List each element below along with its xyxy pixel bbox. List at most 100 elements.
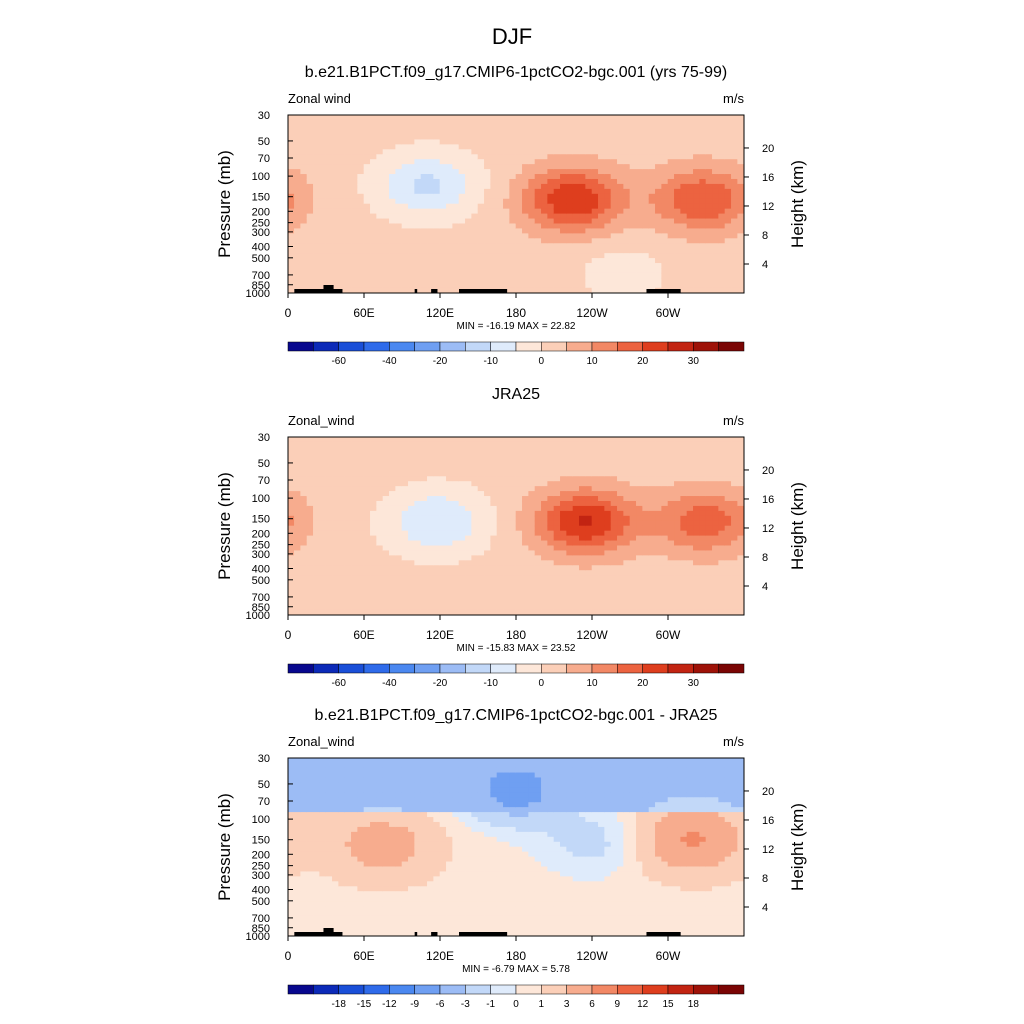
field-cell <box>528 203 536 210</box>
field-cell <box>370 496 377 502</box>
field-cell <box>629 263 637 269</box>
field-cell <box>376 124 384 131</box>
field-cell <box>598 263 605 269</box>
field-cell <box>617 263 624 269</box>
field-cell <box>686 203 694 210</box>
field-cell <box>370 183 377 190</box>
field-cell <box>553 570 561 576</box>
field-cell <box>617 476 624 482</box>
field-cell <box>522 520 529 527</box>
field-cell <box>585 575 593 581</box>
field-cell <box>370 550 377 556</box>
field-cell <box>655 594 662 601</box>
field-cell <box>363 535 371 542</box>
field-cell <box>572 164 580 170</box>
field-cell <box>439 530 447 537</box>
field-cell <box>351 169 358 175</box>
field-cell <box>528 139 536 145</box>
field-cell <box>465 183 472 190</box>
field-cell <box>465 253 472 259</box>
field-cell <box>585 505 593 512</box>
field-cell <box>585 287 593 293</box>
field-cell <box>376 437 384 443</box>
field-cell <box>629 496 637 502</box>
colorbar-swatch <box>541 341 567 352</box>
field-cell <box>579 139 586 145</box>
field-cell <box>452 525 460 532</box>
field-cell <box>610 248 618 254</box>
field-cell <box>376 203 384 210</box>
field-cell <box>579 486 586 492</box>
field-cell <box>446 124 453 131</box>
field-cell <box>288 183 295 190</box>
field-cell <box>465 565 472 571</box>
field-cell <box>623 491 631 497</box>
field-cell <box>294 188 301 195</box>
field-cell <box>427 461 434 467</box>
field-cell <box>642 565 650 571</box>
field-cell <box>642 129 650 136</box>
field-cell <box>465 525 472 532</box>
field-cell <box>617 119 624 126</box>
field-cell <box>598 471 605 477</box>
field-cell <box>731 159 738 165</box>
field-cell <box>313 589 320 596</box>
field-cell <box>363 149 371 155</box>
field-cell <box>319 570 327 576</box>
field-cell <box>648 589 656 596</box>
field-cell <box>610 213 618 220</box>
field-cell <box>629 565 637 571</box>
field-cell <box>560 178 567 185</box>
field-cell <box>522 198 529 205</box>
field-cell <box>446 267 453 274</box>
field-cell <box>294 550 301 556</box>
field-cell <box>693 248 700 254</box>
field-cell <box>655 530 662 537</box>
field-cell <box>509 599 517 606</box>
field-cell <box>674 441 681 448</box>
field-cell <box>452 228 460 234</box>
pressure-tick-label: 100 <box>252 171 270 183</box>
field-cell <box>572 481 580 487</box>
field-cell <box>547 589 555 596</box>
field-cell <box>617 609 624 615</box>
field-cell <box>288 500 295 507</box>
field-cell <box>731 282 738 289</box>
field-cell <box>680 277 688 284</box>
field-cell <box>648 188 656 195</box>
field-cell <box>458 461 466 467</box>
field-cell <box>648 218 656 225</box>
field-cell <box>642 481 650 487</box>
field-cell <box>427 575 434 581</box>
field-cell <box>667 233 675 239</box>
field-cell <box>452 575 460 581</box>
field-cell <box>401 119 409 126</box>
field-cell <box>338 496 346 502</box>
field-cell <box>452 159 460 165</box>
field-cell <box>370 169 377 175</box>
field-cell <box>693 496 700 502</box>
field-cell <box>294 476 301 482</box>
field-cell <box>458 169 466 175</box>
field-cell <box>724 287 732 293</box>
field-cell <box>338 248 346 254</box>
field-cell <box>344 174 352 180</box>
field-cell <box>401 520 409 527</box>
field-cell <box>503 169 510 175</box>
field-cell <box>300 258 308 264</box>
field-cell <box>667 456 675 463</box>
field-cell <box>408 238 415 244</box>
field-cell <box>363 282 371 289</box>
field-cell <box>382 496 390 502</box>
field-cell <box>382 124 390 131</box>
field-cell <box>617 243 624 249</box>
field-cell <box>610 243 618 249</box>
field-cell <box>376 248 384 254</box>
field-cell <box>731 258 738 264</box>
field-cell <box>515 505 523 512</box>
field-cell <box>515 441 523 448</box>
field-cell <box>566 129 574 136</box>
field-cell <box>541 164 548 170</box>
field-cell <box>718 149 726 155</box>
field-cell <box>313 208 320 215</box>
